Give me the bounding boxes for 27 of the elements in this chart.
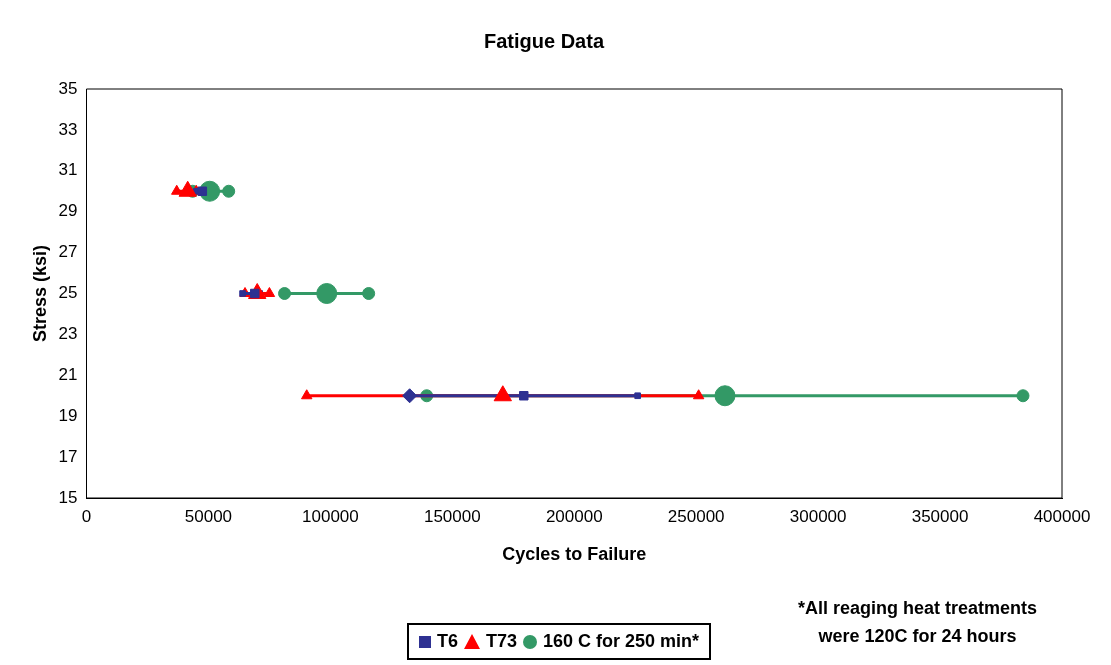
y-tick-label: 33 [58,119,78,139]
legend-label: T6 [437,631,459,652]
x-tick-label: 400000 [1033,506,1091,526]
y-tick-label: 27 [58,242,78,262]
y-tick-label: 31 [58,160,78,180]
y-tick-label: 23 [58,324,78,344]
x-tick-label: 0 [81,506,92,526]
y-axis-title: Stress (ksi) [29,244,50,343]
legend-label: 160 C for 250 min* [543,631,700,652]
x-tick-label: 100000 [302,506,359,526]
y-tick-label: 25 [58,283,78,303]
chart-title: Fatigue Data [483,29,605,52]
y-tick-label: 17 [58,446,78,466]
x-axis-title: Cycles to Failure [502,544,647,565]
y-tick-label: 29 [58,201,78,221]
y-tick-label: 19 [58,405,78,425]
y-tick-label: 21 [58,364,78,384]
y-tick-label: 15 [58,487,78,507]
y-tick-label: 35 [58,78,78,98]
x-tick-label: 250000 [667,506,725,526]
x-tick-label: 200000 [545,506,603,526]
x-tick-label: 300000 [789,506,847,526]
x-tick-label: 150000 [423,506,481,526]
x-tick-label: 50000 [184,506,233,526]
x-tick-label: 350000 [911,506,969,526]
text: *All reaging heat treatments were 120C for 24 hours [796,597,1039,648]
legend-label: T73 [486,631,518,652]
